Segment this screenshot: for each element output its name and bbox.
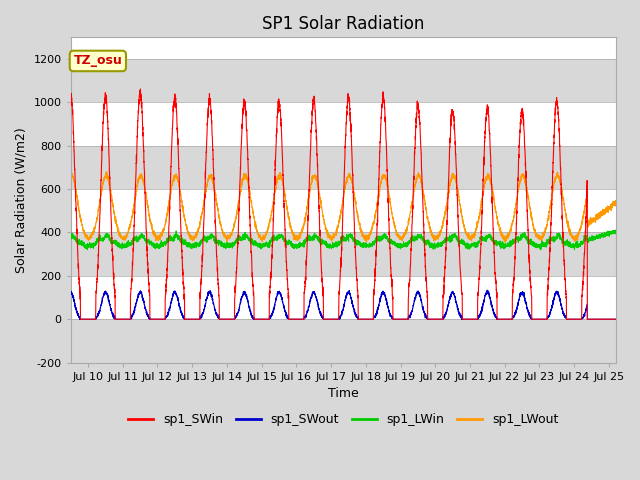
sp1_SWout — [67, 289, 74, 295]
sp1_LWin — [88, 242, 96, 248]
sp1_LWin — [279, 233, 287, 239]
sp1_SWin — [339, 206, 347, 212]
sp1_LWin — [537, 247, 545, 252]
Bar — [70, 146, 616, 189]
sp1_SWout — [147, 316, 155, 322]
Line: sp1_LWin: sp1_LWin — [70, 230, 616, 250]
sp1_SWout — [73, 309, 81, 314]
Bar — [70, 319, 616, 362]
Y-axis label: Solar Radiation (W/m2): Solar Radiation (W/m2) — [15, 127, 28, 273]
sp1_SWin — [148, 316, 156, 322]
sp1_SWin — [612, 316, 620, 322]
X-axis label: Time: Time — [328, 387, 358, 400]
sp1_LWin — [147, 241, 155, 247]
Text: TZ_osu: TZ_osu — [74, 54, 122, 67]
sp1_SWin — [229, 316, 237, 322]
sp1_LWout — [88, 230, 96, 236]
sp1_LWout — [501, 239, 509, 245]
sp1_LWout — [103, 169, 111, 175]
sp1_SWin — [88, 316, 96, 322]
sp1_SWout — [76, 316, 84, 322]
sp1_LWout — [612, 199, 620, 205]
Title: SP1 Solar Radiation: SP1 Solar Radiation — [262, 15, 424, 33]
sp1_SWout — [612, 316, 620, 322]
sp1_LWin — [67, 232, 74, 238]
Bar — [70, 59, 616, 102]
sp1_LWin — [612, 232, 620, 238]
sp1_LWin — [73, 238, 81, 244]
sp1_SWout — [484, 288, 492, 293]
sp1_LWout — [67, 174, 74, 180]
sp1_LWout — [73, 195, 81, 201]
Line: sp1_LWout: sp1_LWout — [70, 172, 616, 242]
Line: sp1_SWout: sp1_SWout — [70, 290, 616, 319]
Bar — [70, 232, 616, 276]
sp1_LWin — [339, 233, 347, 239]
sp1_SWin — [77, 316, 84, 322]
sp1_LWout — [229, 228, 237, 234]
sp1_SWout — [229, 316, 237, 322]
sp1_SWin — [67, 96, 74, 102]
Line: sp1_SWin: sp1_SWin — [70, 89, 616, 319]
sp1_LWout — [147, 223, 155, 229]
sp1_LWin — [612, 227, 620, 233]
sp1_LWin — [229, 243, 237, 249]
sp1_LWout — [339, 199, 347, 205]
sp1_SWout — [339, 307, 347, 312]
Legend: sp1_SWin, sp1_SWout, sp1_LWin, sp1_LWout: sp1_SWin, sp1_SWout, sp1_LWin, sp1_LWout — [123, 408, 563, 431]
sp1_SWout — [279, 299, 287, 304]
sp1_SWin — [73, 227, 81, 232]
sp1_SWout — [88, 316, 96, 322]
sp1_LWout — [279, 180, 287, 186]
sp1_SWin — [136, 86, 144, 92]
sp1_SWin — [279, 168, 287, 174]
